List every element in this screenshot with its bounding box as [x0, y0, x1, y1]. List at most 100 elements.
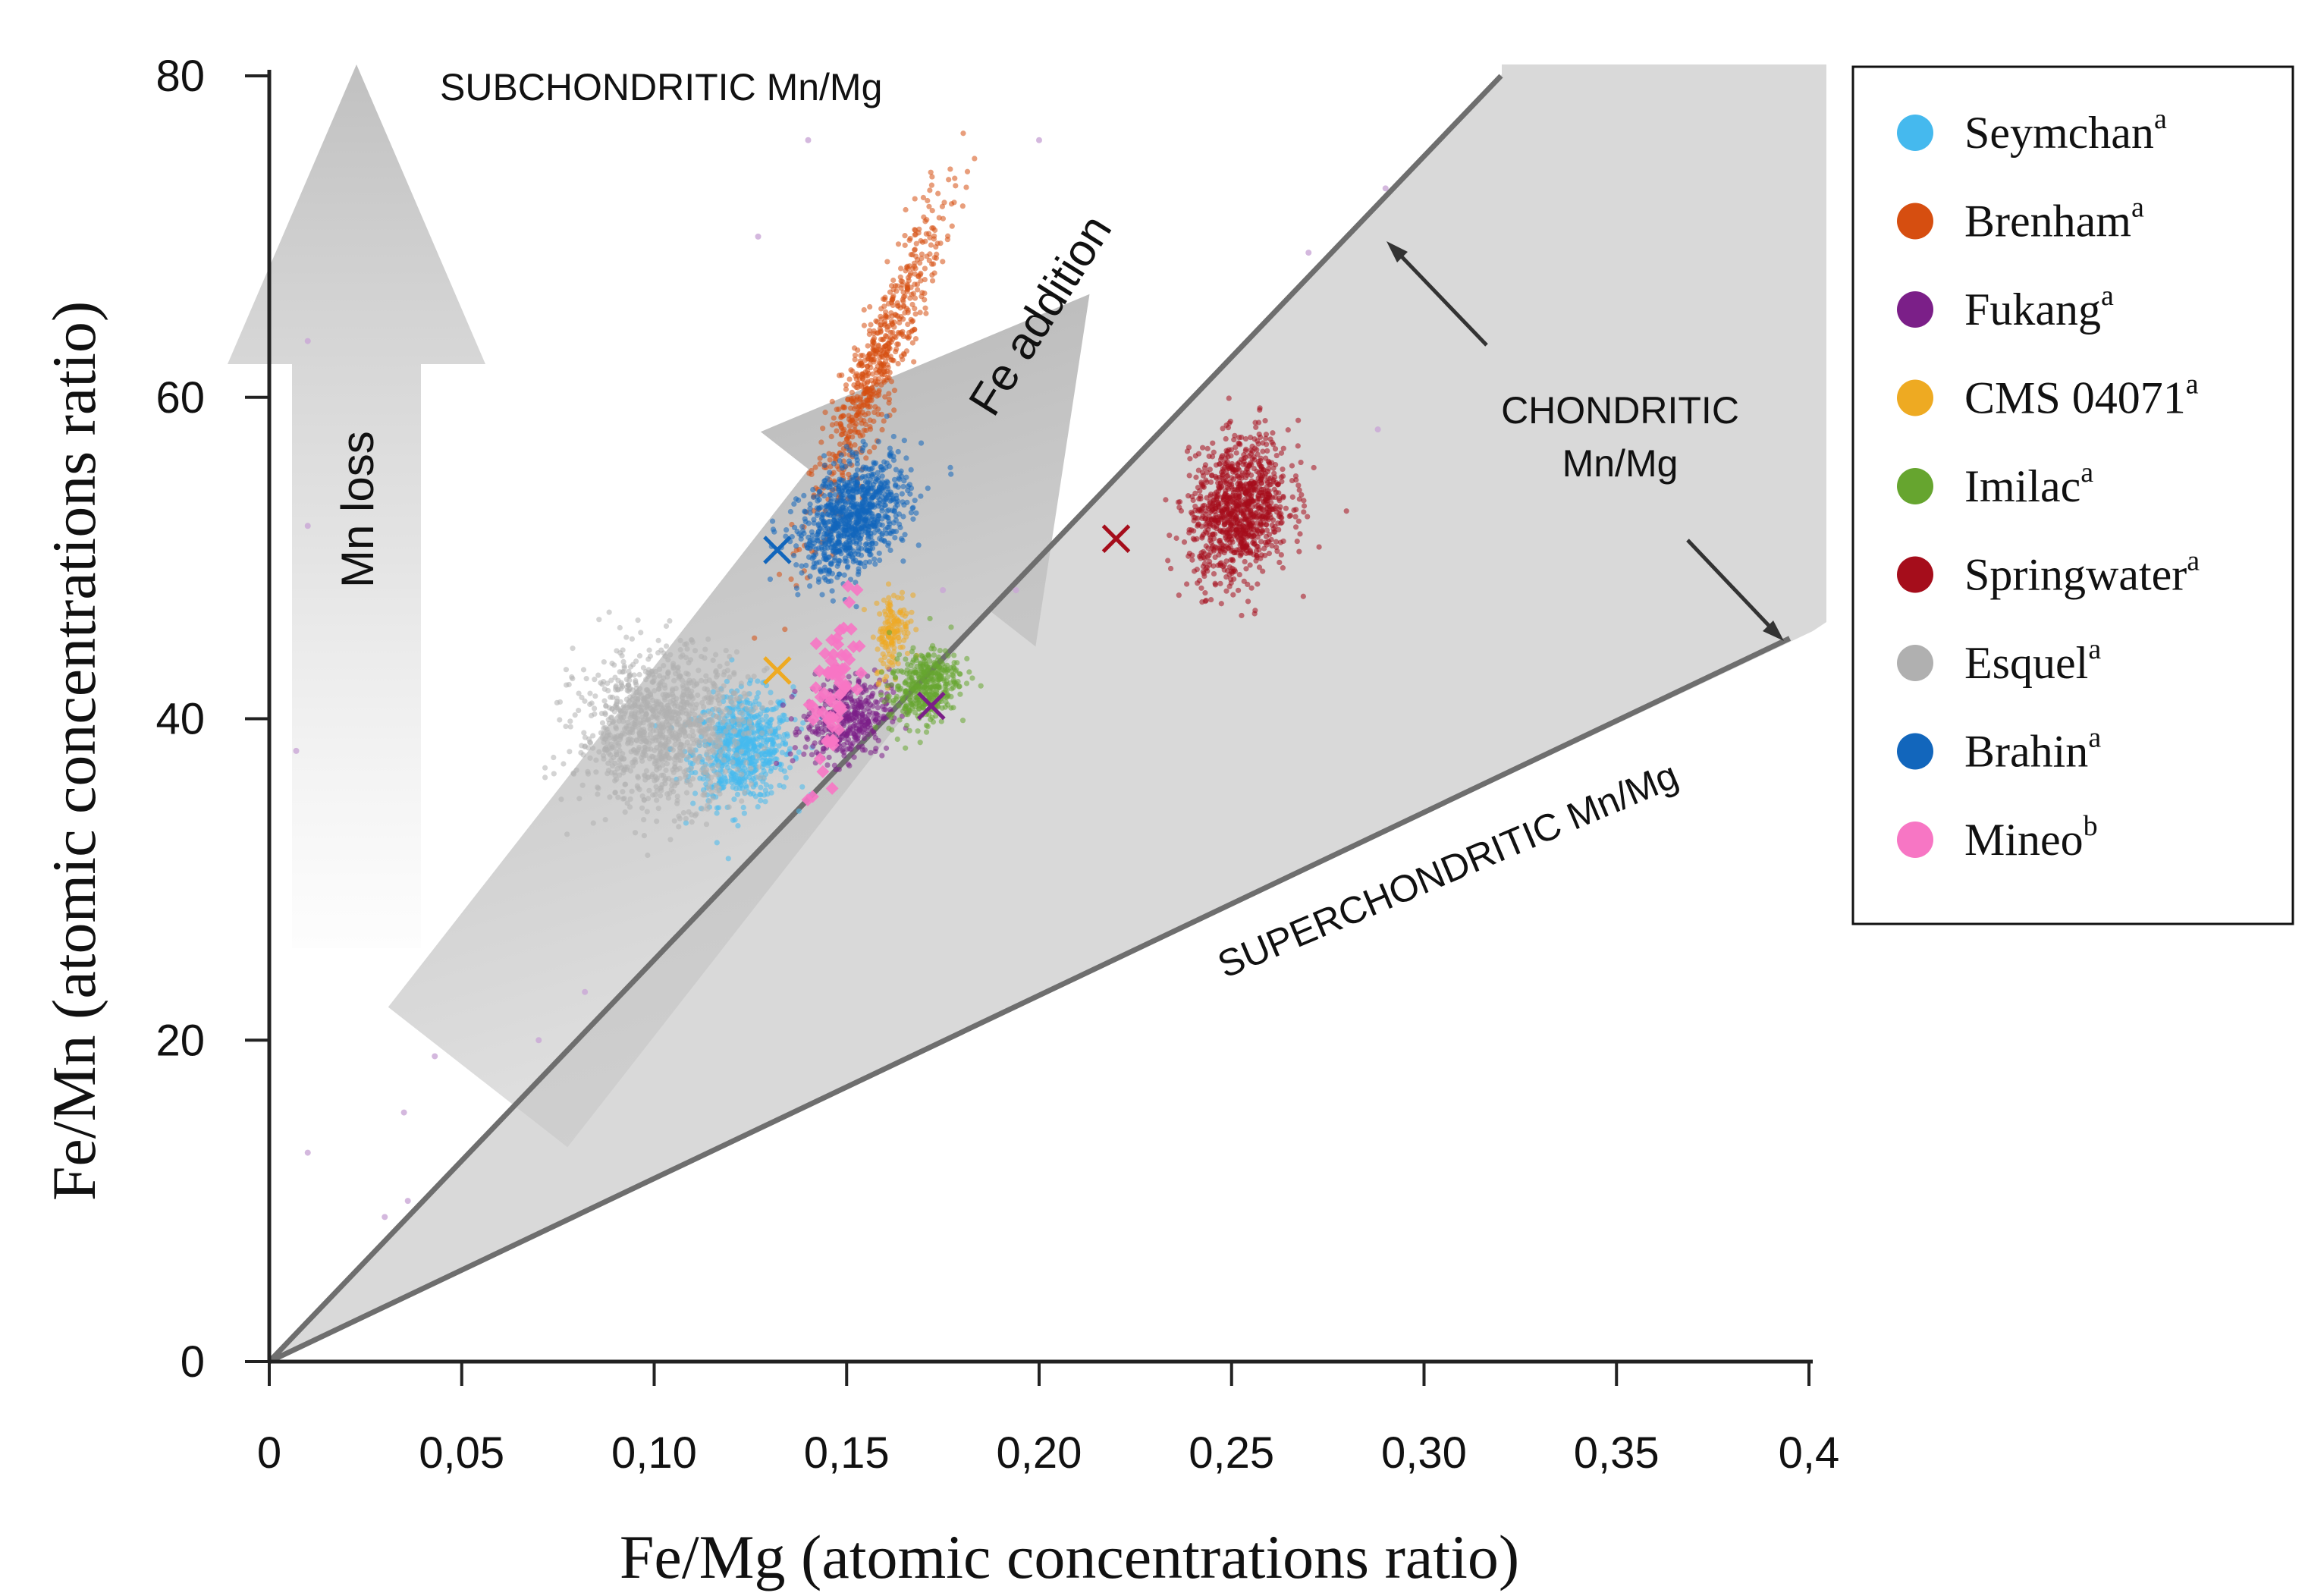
chondritic-lower-line	[268, 636, 1792, 1365]
data-point	[878, 382, 884, 388]
data-point	[595, 784, 601, 790]
data-point	[1221, 519, 1228, 525]
data-point	[947, 166, 953, 172]
data-point	[849, 697, 855, 703]
data-point	[1231, 437, 1237, 443]
data-point	[883, 745, 890, 751]
data-point	[891, 388, 898, 394]
data-point	[904, 334, 910, 340]
data-point	[901, 438, 907, 444]
data-point	[865, 731, 871, 737]
data-point	[687, 760, 693, 766]
data-point	[689, 701, 695, 707]
data-point	[622, 781, 629, 787]
data-point	[901, 630, 907, 636]
data-point	[1239, 612, 1245, 619]
data-point	[949, 223, 955, 229]
data-point	[742, 790, 748, 796]
data-point	[909, 340, 915, 346]
data-point	[1226, 583, 1233, 589]
data-point	[865, 397, 871, 403]
data-point	[1301, 509, 1307, 515]
data-point	[633, 680, 639, 686]
data-point	[691, 740, 697, 746]
data-point	[623, 725, 630, 731]
data-point	[937, 648, 943, 654]
data-point	[730, 817, 736, 823]
data-point	[807, 573, 813, 580]
data-point	[884, 314, 891, 320]
data-point	[1211, 563, 1217, 569]
data-point	[646, 647, 652, 653]
data-point	[1278, 511, 1284, 517]
data-point	[1206, 453, 1212, 460]
data-point	[677, 757, 683, 764]
data-point	[730, 718, 736, 724]
data-point	[809, 752, 815, 758]
data-point	[605, 771, 611, 777]
data-point	[605, 730, 611, 736]
data-point	[712, 652, 719, 658]
data-point	[932, 670, 938, 676]
data-point	[972, 156, 978, 162]
data-point	[861, 391, 867, 397]
data-point	[731, 796, 737, 803]
data-point	[654, 767, 660, 773]
data-point	[946, 177, 952, 183]
data-point	[641, 797, 647, 803]
data-point	[750, 737, 757, 743]
data-point	[861, 607, 867, 613]
data-point	[723, 706, 730, 713]
data-point	[780, 698, 786, 704]
data-point	[576, 707, 582, 714]
data-point	[897, 627, 903, 633]
data-point	[1217, 580, 1223, 586]
data-point	[1257, 516, 1263, 522]
data-point	[699, 806, 706, 812]
data-point	[853, 451, 859, 457]
data-point	[896, 511, 903, 517]
data-point	[876, 550, 882, 556]
data-point	[831, 762, 837, 768]
data-point	[687, 657, 694, 663]
data-point	[601, 736, 608, 742]
data-point	[1239, 537, 1245, 543]
data-point	[698, 729, 704, 735]
data-point	[1204, 445, 1211, 451]
data-point	[1163, 497, 1169, 503]
data-point	[1223, 435, 1229, 442]
data-point	[641, 816, 647, 823]
data-point	[645, 689, 652, 696]
data-point	[1316, 544, 1322, 550]
data-point	[1248, 451, 1254, 457]
data-point	[1200, 483, 1206, 490]
data-point	[1213, 512, 1219, 518]
data-point	[858, 699, 864, 706]
data-point	[856, 678, 862, 685]
data-point	[858, 721, 865, 727]
data-point	[627, 715, 633, 721]
data-point	[1219, 453, 1226, 459]
data-point	[890, 277, 897, 284]
data-point	[1178, 507, 1185, 514]
data-point	[1195, 523, 1201, 529]
data-point	[618, 680, 624, 686]
data-point	[903, 633, 909, 640]
data-point	[617, 624, 623, 631]
data-point	[1299, 492, 1305, 498]
data-point	[1175, 499, 1182, 505]
data-point	[881, 322, 888, 328]
data-point	[689, 819, 695, 825]
data-point	[748, 713, 754, 719]
data-point	[929, 208, 935, 214]
data-point	[721, 683, 727, 689]
data-point	[875, 646, 881, 652]
data-point	[1292, 524, 1299, 530]
data-point	[918, 652, 925, 658]
data-point	[832, 492, 838, 498]
data-point	[791, 552, 797, 559]
data-point	[752, 743, 758, 749]
data-point	[636, 746, 642, 752]
data-point	[926, 203, 932, 209]
